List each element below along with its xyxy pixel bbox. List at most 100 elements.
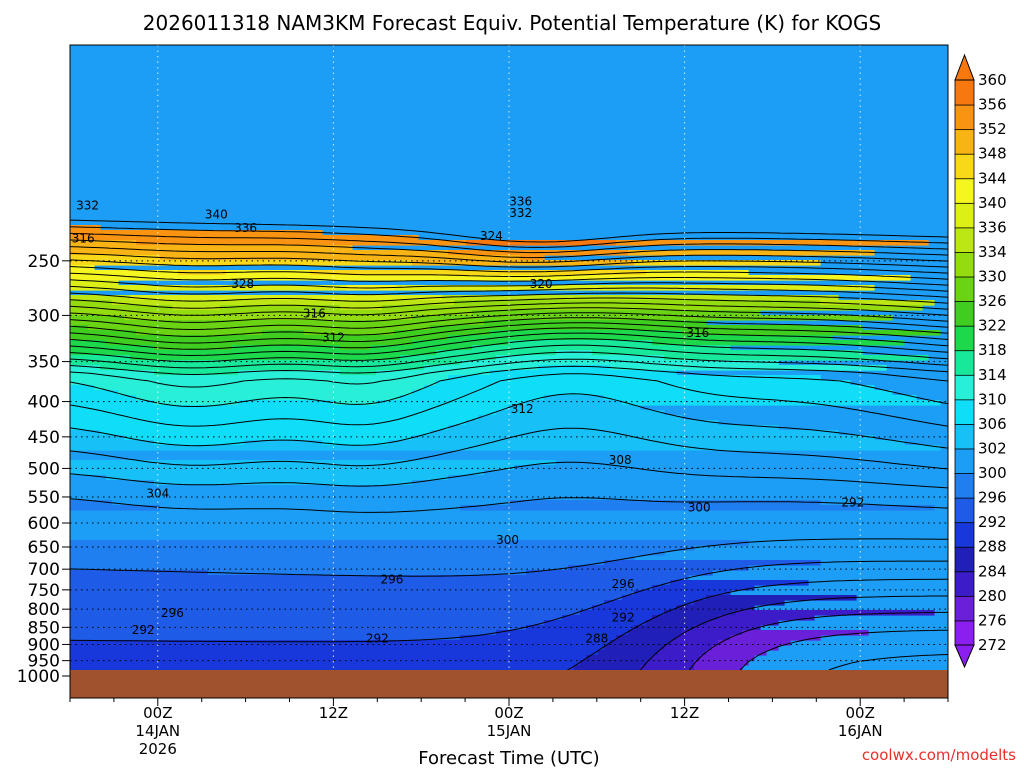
contour-label-6: 332 xyxy=(509,206,532,220)
contour-label-21: 292 xyxy=(132,623,155,637)
colorbar-segment-302 xyxy=(954,423,975,450)
colorbar-label-318: 318 xyxy=(978,341,1007,359)
colorbar-segment-348 xyxy=(954,128,975,155)
contour-label-23: 292 xyxy=(366,631,389,645)
contour-306 xyxy=(70,393,948,449)
colorbar-label-344: 344 xyxy=(978,169,1007,187)
contour-label-2: 336 xyxy=(234,221,257,235)
contour-label-16: 292 xyxy=(841,495,864,509)
y-tick-label-300: 300 xyxy=(28,306,60,326)
contour-label-17: 300 xyxy=(496,533,519,547)
colorbar-label-356: 356 xyxy=(978,96,1007,114)
contour-350 xyxy=(70,246,948,263)
contour-300 xyxy=(70,497,948,513)
contour-356 xyxy=(70,226,948,248)
y-tick-label-550: 550 xyxy=(28,488,60,508)
x-axis-label: Forecast Time (UTC) xyxy=(418,748,599,768)
colorbar-segment-300 xyxy=(954,448,975,474)
contour-336 xyxy=(70,292,948,304)
contour-332 xyxy=(70,302,948,316)
contour-318 xyxy=(70,338,948,363)
contour-label-1: 340 xyxy=(205,207,228,221)
contour-320 xyxy=(70,332,948,356)
colorbar-label-276: 276 xyxy=(978,611,1007,629)
colorbar-segment-306 xyxy=(954,398,975,425)
colorbar-label-322: 322 xyxy=(978,317,1007,335)
contour-358 xyxy=(70,219,948,243)
contour-label-7: 324 xyxy=(480,229,503,243)
colorbar-label-300: 300 xyxy=(978,464,1007,482)
x-tick-year-0: 2026 xyxy=(139,740,177,758)
colorbar-segment-352 xyxy=(954,104,975,131)
colorbar-segment-272 xyxy=(954,620,975,646)
y-tick-label-600: 600 xyxy=(28,514,60,534)
y-tick-label-950: 950 xyxy=(28,652,60,672)
contour-label-0: 332 xyxy=(76,199,99,213)
contour-310 xyxy=(70,365,948,407)
colorbar-segment-344 xyxy=(954,153,975,180)
x-tick-date-24: 15JAN xyxy=(487,722,532,740)
x-tick-label-24: 00Z xyxy=(494,704,523,722)
contour-308 xyxy=(70,373,948,427)
contour-label-20: 296 xyxy=(161,606,184,620)
contour-312 xyxy=(70,358,948,388)
colorbar-segment-292 xyxy=(954,497,975,524)
contour-284 xyxy=(639,595,948,670)
colorbar-segment-322 xyxy=(954,300,975,327)
colorbar-segment-336 xyxy=(954,202,975,229)
x-tick-label-12: 12Z xyxy=(319,704,348,722)
contour-328 xyxy=(70,312,948,330)
contour-292 xyxy=(70,560,948,643)
chart-title: 2026011318 NAM3KM Forecast Equiv. Potent… xyxy=(143,11,881,35)
x-tick-label-0: 00Z xyxy=(143,704,172,722)
colorbar-segment-318 xyxy=(954,325,975,352)
colorbar-segment-310 xyxy=(954,374,975,401)
contour-label-4: 328 xyxy=(231,277,254,291)
contour-296 xyxy=(70,538,948,577)
contour-label-3: 316 xyxy=(72,231,95,245)
colorbar-label-272: 272 xyxy=(978,636,1007,654)
contour-label-19: 296 xyxy=(612,577,635,591)
contour-label-13: 308 xyxy=(609,453,632,467)
contour-label-15: 300 xyxy=(688,501,711,515)
contour-316 xyxy=(70,344,948,369)
contour-label-18: 296 xyxy=(380,572,403,586)
contour-314 xyxy=(70,351,948,375)
x-tick-date-48: 16JAN xyxy=(838,722,883,740)
colorbar-top-arrow xyxy=(954,53,975,81)
contour-label-24: 288 xyxy=(585,631,608,645)
colorbar-segment-340 xyxy=(954,177,975,204)
contour-346 xyxy=(70,259,948,274)
contour-label-11: 316 xyxy=(686,326,709,340)
y-tick-label-500: 500 xyxy=(28,459,60,479)
colorbar-label-330: 330 xyxy=(978,268,1007,286)
x-tick-label-48: 00Z xyxy=(846,704,875,722)
y-axis: 2503003504004505005506006507007508008509… xyxy=(17,252,70,687)
y-tick-label-650: 650 xyxy=(28,538,60,558)
y-tick-label-350: 350 xyxy=(28,353,60,373)
contour-340 xyxy=(70,279,948,292)
colorbar-label-280: 280 xyxy=(978,587,1007,605)
y-tick-label-400: 400 xyxy=(28,393,60,413)
contour-label-10: 312 xyxy=(322,331,345,345)
contour-304 xyxy=(70,427,948,470)
colorbar-label-314: 314 xyxy=(978,366,1007,384)
colorbar-segment-330 xyxy=(954,251,975,278)
contour-334 xyxy=(70,297,948,310)
colorbar-segment-288 xyxy=(954,521,975,548)
contour-344 xyxy=(70,266,948,280)
y-tick-label-750: 750 xyxy=(28,581,60,601)
y-tick-label-700: 700 xyxy=(28,560,60,580)
y-tick-label-900: 900 xyxy=(28,635,60,655)
contour-302 xyxy=(70,461,948,489)
colorbar-segment-356 xyxy=(954,79,975,106)
colorbar-segment-314 xyxy=(954,349,975,376)
colorbar-label-340: 340 xyxy=(978,194,1007,212)
contour-326 xyxy=(70,317,948,337)
contour-label-12: 312 xyxy=(511,402,534,416)
y-tick-label-800: 800 xyxy=(28,600,60,620)
contour-354 xyxy=(70,232,948,254)
y-tick-label-850: 850 xyxy=(28,618,60,638)
colorbar-label-360: 360 xyxy=(978,71,1007,89)
